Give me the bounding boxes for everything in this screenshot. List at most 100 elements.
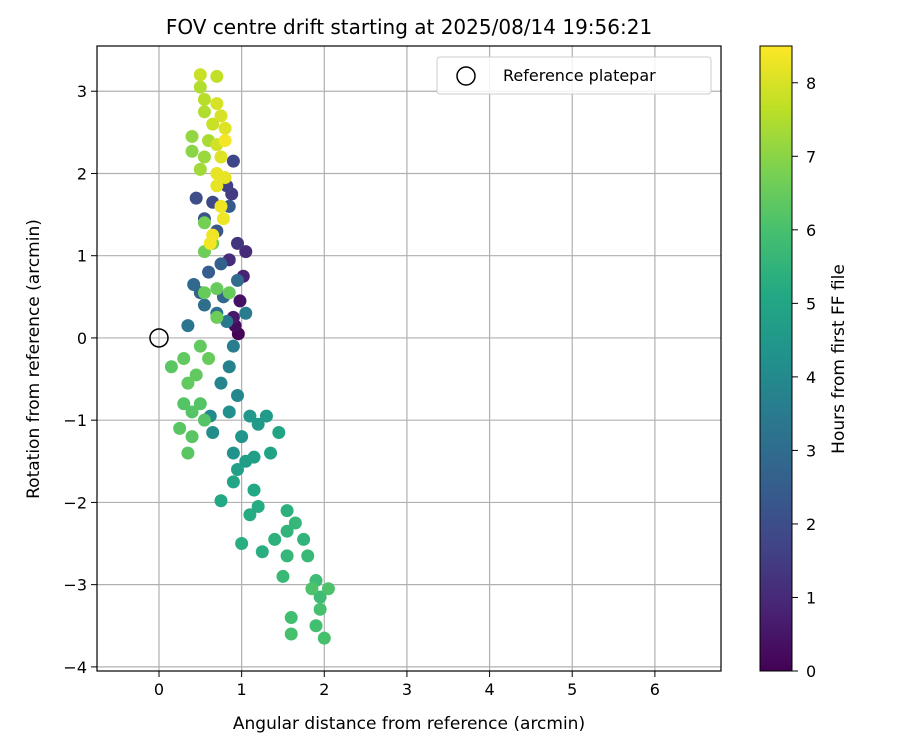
x-tick-label: 4 — [484, 680, 494, 699]
colorbar-tick-label: 6 — [806, 221, 816, 240]
data-point — [280, 504, 294, 518]
data-point — [197, 298, 211, 312]
data-point — [284, 627, 298, 641]
reference-platepar-marker — [149, 328, 169, 348]
data-point — [181, 446, 195, 460]
data-point — [226, 154, 240, 168]
data-point — [239, 245, 253, 259]
data-point — [193, 68, 207, 82]
data-point — [222, 360, 236, 374]
data-point — [202, 265, 216, 279]
colorbar-tick-label: 4 — [806, 368, 816, 387]
data-point — [214, 257, 228, 271]
plot-frame — [96, 45, 722, 672]
x-axis-label: Angular distance from reference (arcmin) — [233, 714, 585, 734]
data-point — [222, 286, 236, 300]
data-point — [197, 216, 211, 230]
data-point — [239, 306, 253, 320]
data-point — [321, 582, 335, 596]
x-tick-label: 5 — [567, 680, 577, 699]
data-point — [247, 483, 261, 497]
data-point — [301, 549, 315, 563]
data-point — [251, 500, 265, 514]
data-point — [259, 409, 273, 423]
y-tick-label: 1 — [77, 247, 87, 266]
data-point — [189, 368, 203, 382]
data-point — [226, 446, 240, 460]
x-axis-ticks: 0 1 2 3 4 5 6 — [154, 671, 660, 699]
x-tick-label: 0 — [154, 680, 164, 699]
data-point — [210, 97, 224, 111]
data-point — [216, 212, 230, 226]
data-point — [185, 405, 199, 419]
data-point — [197, 105, 211, 119]
y-axis-label: Rotation from reference (arcmin) — [24, 219, 44, 499]
data-point — [251, 417, 265, 431]
data-point — [214, 199, 228, 213]
data-point — [214, 494, 228, 508]
data-point — [206, 117, 220, 131]
data-point — [218, 171, 232, 185]
data-point — [268, 532, 282, 546]
y-tick-label: 3 — [77, 82, 87, 101]
data-point — [185, 144, 199, 158]
data-point — [202, 352, 216, 365]
legend: Reference platepar — [436, 56, 712, 95]
data-point — [193, 162, 207, 176]
y-tick-label: 0 — [77, 329, 87, 348]
data-point — [210, 179, 224, 193]
data-point — [313, 602, 327, 616]
y-tick-label: −2 — [63, 493, 87, 512]
data-point — [210, 310, 224, 324]
data-point — [280, 524, 294, 538]
y-tick-label: 2 — [77, 164, 87, 183]
data-point — [203, 236, 217, 250]
colorbar-gradient — [759, 45, 793, 672]
data-point — [181, 319, 195, 333]
data-point — [247, 450, 261, 464]
data-point — [218, 134, 232, 148]
colorbar-tick-label: 3 — [806, 441, 816, 460]
data-point — [264, 446, 278, 460]
data-point — [173, 421, 187, 435]
data-point — [276, 569, 290, 583]
y-tick-label: −1 — [63, 411, 87, 430]
data-point — [220, 314, 234, 328]
colorbar-tick-label: 5 — [806, 294, 816, 313]
data-point — [231, 463, 245, 477]
data-point — [197, 150, 211, 164]
data-point — [288, 516, 302, 530]
data-point — [214, 150, 228, 164]
colorbar-tick-label: 2 — [806, 515, 816, 534]
data-point — [280, 549, 294, 563]
data-point — [214, 376, 228, 390]
data-point — [185, 129, 199, 143]
data-point — [226, 475, 240, 489]
data-point — [272, 426, 286, 440]
x-tick-label: 1 — [237, 680, 247, 699]
data-point — [243, 409, 257, 423]
data-point — [185, 430, 199, 444]
y-tick-label: −3 — [63, 576, 87, 595]
data-point — [313, 590, 327, 604]
colorbar-tick-label: 1 — [806, 588, 816, 607]
legend-marker-icon — [456, 66, 476, 86]
data-point — [233, 294, 247, 308]
data-point — [177, 352, 191, 365]
data-point — [284, 611, 298, 625]
data-point — [193, 339, 207, 353]
colorbar-tick-label: 7 — [806, 147, 816, 166]
data-point — [305, 582, 319, 596]
legend-entry-label: Reference platepar — [503, 66, 656, 85]
legend-box — [436, 56, 712, 95]
data-point — [231, 273, 245, 287]
data-point — [197, 413, 211, 427]
data-point — [218, 121, 232, 135]
data-point — [177, 397, 191, 411]
data-point — [197, 286, 211, 300]
colorbar-label: Hours from first FF file — [829, 264, 849, 454]
data-point — [317, 631, 331, 645]
colorbar-tick-label: 0 — [806, 662, 816, 681]
colorbar-tick-label: 8 — [806, 74, 816, 93]
data-point — [193, 397, 207, 411]
